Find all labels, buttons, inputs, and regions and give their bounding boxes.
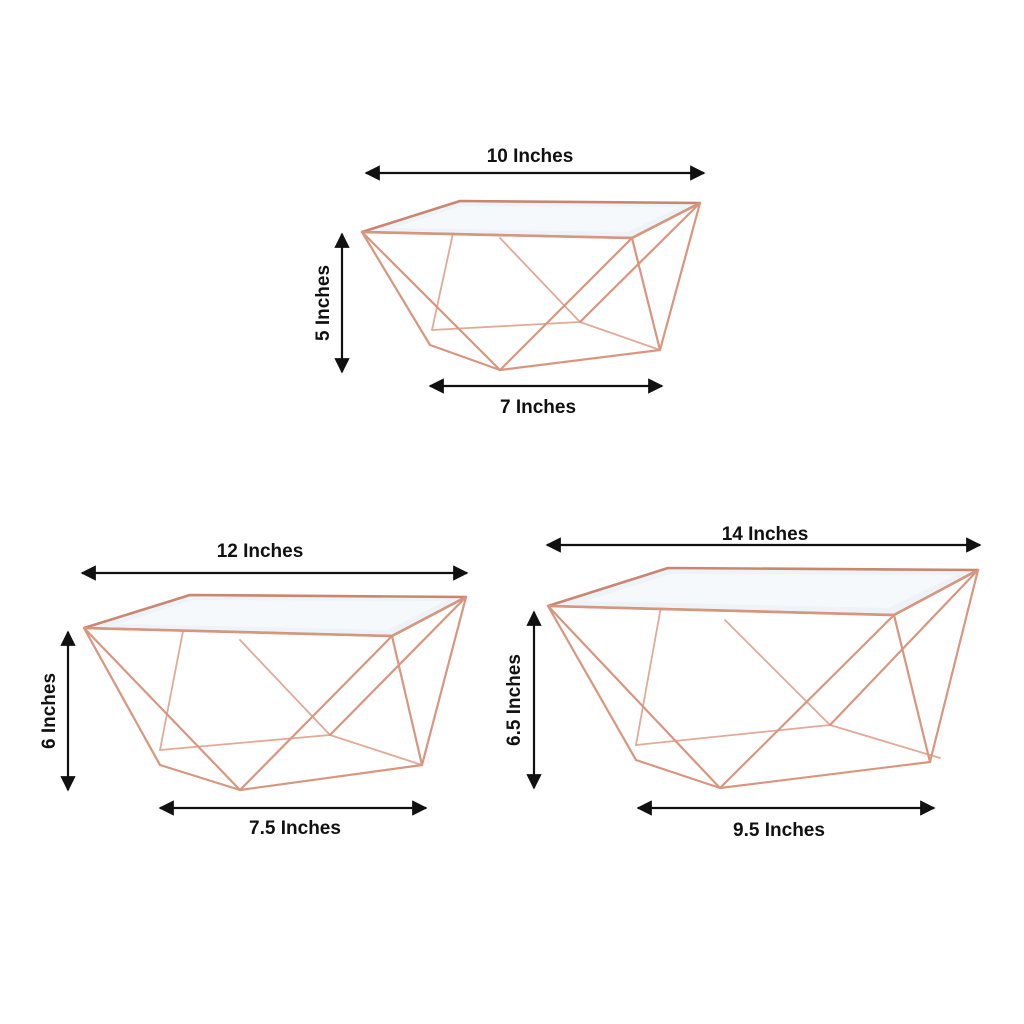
stand-small: 10 Inches 5 Inches 7 Inche — [313, 146, 706, 418]
stand-medium: 12 Inches 6 Inches 7.5 Inches — [39, 541, 469, 839]
small-frame-front — [360, 201, 702, 372]
large-frame-front — [546, 568, 980, 790]
medium-height-label: 6 Inches — [39, 673, 60, 749]
small-base-width-label: 7 Inches — [500, 397, 576, 418]
small-top-width-label: 10 Inches — [487, 146, 574, 167]
medium-frame-front — [82, 595, 468, 792]
large-top-width-label: 14 Inches — [722, 524, 809, 545]
medium-base-width-label: 7.5 Inches — [249, 818, 341, 839]
medium-top-width-label: 12 Inches — [217, 541, 304, 562]
small-height-label: 5 Inches — [313, 265, 334, 341]
large-height-label: 6.5 Inches — [504, 654, 525, 746]
large-base-width-label: 9.5 Inches — [733, 820, 825, 841]
stand-large: 14 Inches 6.5 Inches 9.5 Inches — [504, 524, 982, 841]
